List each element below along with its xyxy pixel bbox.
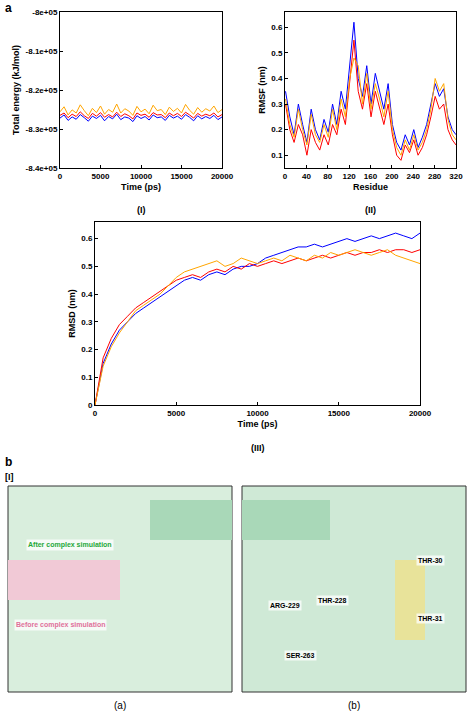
svg-text:120: 120 (342, 172, 356, 181)
svg-text:(II): (II) (365, 205, 376, 215)
svg-text:200: 200 (385, 172, 399, 181)
svg-text:15000: 15000 (170, 172, 193, 181)
svg-text:240: 240 (407, 172, 421, 181)
svg-text:-8.4e+05: -8.4e+05 (26, 164, 58, 173)
svg-text:Residue: Residue (353, 182, 388, 192)
svg-text:(III): (III) (251, 443, 265, 453)
svg-text:After complex simulation: After complex simulation (28, 541, 112, 549)
svg-text:-8.1e+05: -8.1e+05 (26, 47, 58, 56)
svg-text:(a): (a) (114, 700, 126, 711)
svg-text:10000: 10000 (130, 172, 153, 181)
svg-text:THR-30: THR-30 (418, 557, 443, 564)
svg-text:80: 80 (323, 172, 332, 181)
svg-text:THR-31: THR-31 (418, 615, 443, 622)
svg-text:15000: 15000 (328, 409, 351, 418)
svg-text:20000: 20000 (211, 172, 234, 181)
svg-text:0: 0 (283, 172, 288, 181)
svg-text:(b): (b) (348, 700, 360, 711)
svg-text:0: 0 (93, 409, 98, 418)
svg-text:[I]: [I] (5, 472, 14, 482)
svg-text:5000: 5000 (167, 409, 185, 418)
svg-text:0.6: 0.6 (81, 234, 93, 243)
svg-text:0: 0 (58, 172, 63, 181)
svg-text:Time (ps): Time (ps) (121, 182, 161, 192)
svg-text:b: b (5, 455, 12, 469)
svg-text:10000: 10000 (246, 409, 269, 418)
svg-text:0.1: 0.1 (271, 151, 283, 160)
svg-text:0.2: 0.2 (81, 345, 93, 354)
svg-text:0.6: 0.6 (271, 23, 283, 32)
svg-text:0.3: 0.3 (271, 100, 283, 109)
svg-text:0.4: 0.4 (271, 74, 283, 83)
svg-text:-8.3e+05: -8.3e+05 (26, 125, 58, 134)
svg-text:Before complex simulation: Before complex simulation (16, 621, 105, 629)
svg-text:RMSF (nm): RMSF (nm) (257, 66, 267, 114)
svg-text:0.1: 0.1 (81, 373, 93, 382)
svg-text:0.3: 0.3 (81, 318, 93, 327)
svg-text:-8e+05: -8e+05 (32, 8, 58, 17)
svg-text:20000: 20000 (409, 409, 432, 418)
svg-text:40: 40 (302, 172, 311, 181)
svg-text:0: 0 (88, 401, 93, 410)
svg-text:280: 280 (428, 172, 442, 181)
svg-text:160: 160 (364, 172, 378, 181)
svg-text:(I): (I) (137, 205, 146, 215)
svg-text:THR-228: THR-228 (318, 597, 347, 604)
svg-text:0.4: 0.4 (81, 290, 93, 299)
svg-text:RMSD (nm): RMSD (nm) (67, 289, 77, 338)
svg-text:0.5: 0.5 (271, 49, 283, 58)
svg-text:Total energy (kJ/mol): Total energy (kJ/mol) (11, 45, 21, 135)
svg-text:a: a (5, 1, 12, 15)
svg-text:ARG-229: ARG-229 (270, 602, 300, 609)
svg-text:Time (ps): Time (ps) (238, 419, 278, 429)
svg-text:320: 320 (449, 172, 463, 181)
svg-text:0.2: 0.2 (271, 125, 283, 134)
svg-text:-8.2e+05: -8.2e+05 (26, 86, 58, 95)
svg-text:0.5: 0.5 (81, 262, 93, 271)
svg-text:5000: 5000 (92, 172, 110, 181)
svg-text:SER-263: SER-263 (286, 652, 315, 659)
